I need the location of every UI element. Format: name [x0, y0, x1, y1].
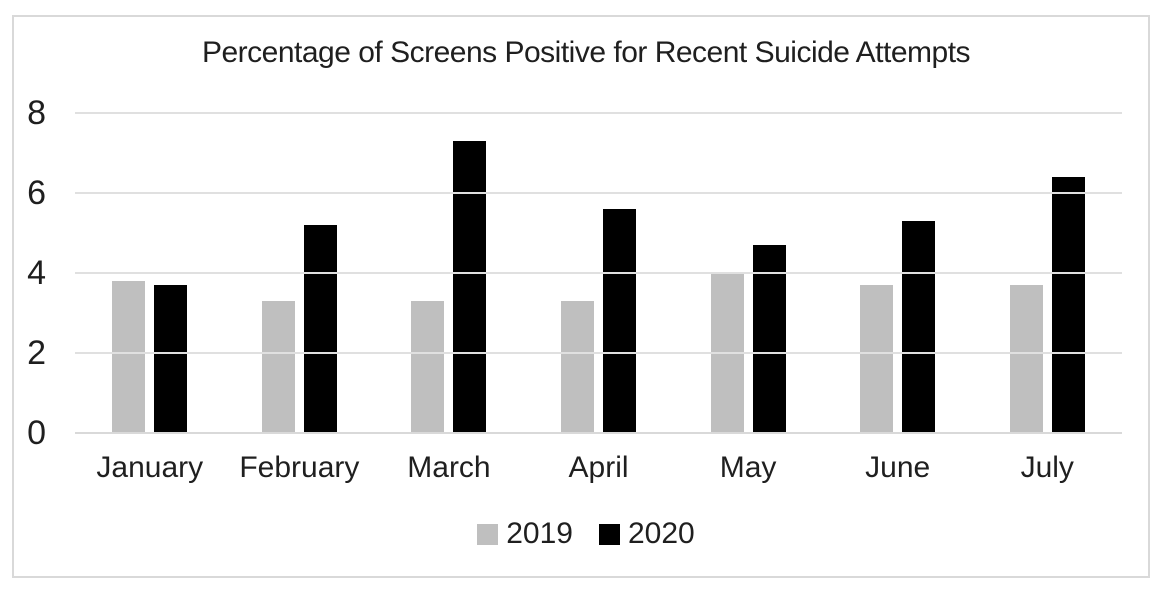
gridline-6 [75, 192, 1122, 194]
bar-group-june [823, 113, 973, 433]
bar-2019-july [1009, 285, 1043, 433]
chart-title: Percentage of Screens Positive for Recen… [201, 36, 971, 69]
bar-2020-july [1051, 177, 1085, 433]
bar-2020-march [453, 141, 487, 433]
x-axis-label-july: July [1020, 451, 1074, 484]
legend-label-2019: 2019 [506, 517, 573, 550]
y-axis-tick-label-8: 8 [27, 94, 46, 132]
legend: 2019 2020 [0, 518, 1172, 550]
bar-2020-june [902, 221, 936, 433]
bars-layer [75, 113, 1122, 433]
bar-group-july [972, 113, 1122, 433]
bar-2019-february [261, 301, 295, 433]
x-axis-label-may: May [719, 451, 777, 484]
x-axis-label-april: April [568, 451, 629, 484]
bar-2020-april [603, 209, 637, 433]
bar-group-january [75, 113, 225, 433]
gridline-4 [75, 272, 1122, 274]
x-axis-label-january: January [96, 451, 204, 484]
y-axis-tick-label-2: 2 [27, 334, 46, 372]
bar-2020-may [752, 245, 786, 433]
y-axis: 8 6 4 2 0 [0, 94, 50, 452]
x-axis: January February March April May June July [75, 449, 1122, 487]
x-axis-label-march: March [407, 451, 491, 484]
bar-group-march [374, 113, 524, 433]
legend-item-2020: 2020 [599, 518, 695, 550]
bar-2020-january [154, 285, 188, 433]
legend-swatch-2020 [599, 523, 620, 545]
bar-group-april [524, 113, 674, 433]
y-axis-tick-label-6: 6 [27, 174, 46, 212]
legend-swatch-2019 [477, 523, 499, 545]
x-axis-line [75, 432, 1122, 434]
bar-2019-april [561, 301, 595, 433]
x-axis-label-february: February [239, 451, 360, 484]
gridline-8 [75, 112, 1122, 114]
y-axis-tick-label-4: 4 [27, 254, 46, 292]
gridline-2 [75, 352, 1122, 354]
bar-2020-february [303, 225, 337, 433]
x-axis-label-june: June [865, 451, 931, 484]
legend-label-2020: 2020 [628, 517, 695, 550]
legend-item-2019: 2019 [477, 518, 573, 550]
plot-area [75, 112, 1122, 434]
bar-2019-march [411, 301, 445, 433]
bar-2019-january [112, 281, 146, 433]
bar-2019-june [860, 285, 894, 433]
y-axis-tick-label-0: 0 [27, 414, 46, 452]
bar-group-february [225, 113, 375, 433]
